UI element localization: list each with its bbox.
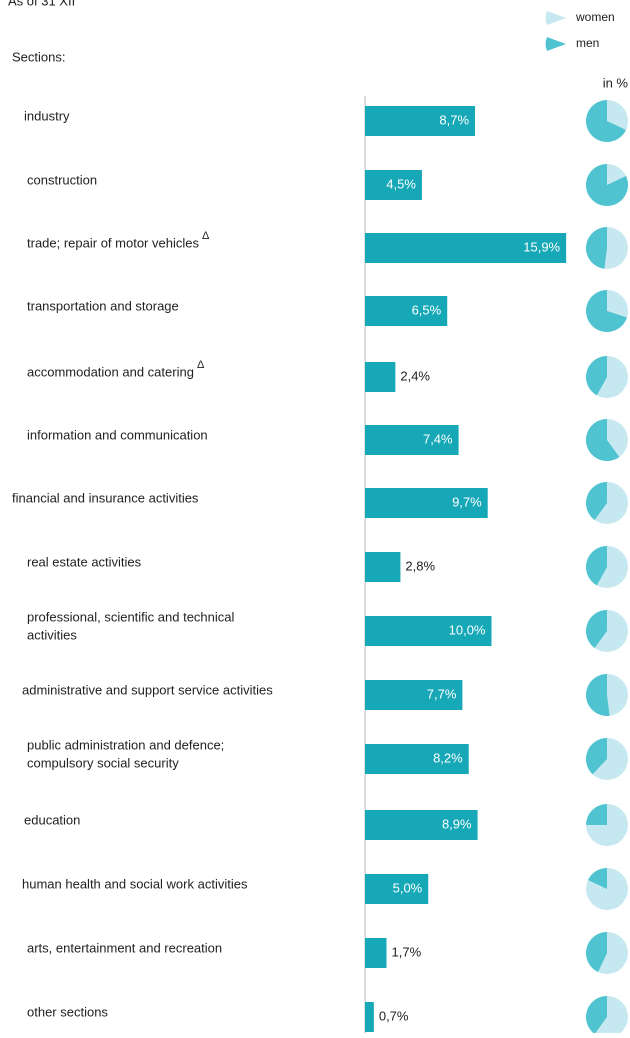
value-label: 7,7% [427, 686, 457, 701]
pie-slice [586, 932, 607, 973]
bar [365, 938, 387, 968]
value-label: 6,5% [412, 302, 442, 317]
pie-slice [586, 674, 610, 716]
category-label: accommodation and catering [27, 364, 194, 379]
bar [365, 810, 478, 840]
category-label: professional, scientific and technical [27, 609, 235, 624]
legend-icon [545, 37, 566, 51]
bar [365, 616, 492, 646]
pie-slice [586, 996, 607, 1034]
value-label: 7,4% [423, 431, 453, 446]
category-label: compulsory social security [27, 755, 179, 770]
category-label: real estate activities [27, 554, 142, 569]
bar [365, 362, 396, 392]
value-label: 9,7% [452, 494, 482, 509]
category-mark: Δ [202, 230, 210, 242]
pie-slice [587, 868, 607, 889]
categories-title: Sections: [12, 49, 65, 64]
pie-slice [585, 546, 607, 586]
category-label: construction [27, 172, 97, 187]
value-label: 15,9% [523, 239, 560, 254]
bar [365, 233, 567, 263]
value-label: 1,7% [392, 944, 422, 959]
category-label: transportation and storage [27, 298, 179, 313]
category-label: activities [27, 627, 77, 642]
bar [365, 488, 488, 518]
category-mark: Δ [197, 359, 205, 371]
value-label: 5,0% [393, 880, 423, 895]
legend-icon [545, 11, 566, 25]
pie-slice [586, 290, 627, 333]
value-label: 8,7% [439, 112, 469, 127]
category-label: public administration and defence; [27, 737, 224, 752]
category-label: administrative and support service activ… [22, 682, 273, 697]
pie-slice [586, 419, 620, 461]
pie-slice [585, 227, 607, 269]
value-label: 4,5% [386, 176, 416, 191]
value-label: 2,8% [405, 558, 435, 573]
pie-slice [585, 738, 607, 775]
value-label: 0,7% [379, 1008, 409, 1023]
category-label: human health and social work activities [22, 876, 248, 891]
category-label: industry [24, 108, 70, 123]
category-label: financial and insurance activities [12, 490, 199, 505]
bar [365, 680, 463, 710]
category-label: arts, entertainment and recreation [27, 940, 222, 955]
category-label: information and communication [27, 427, 208, 442]
pie-slice [585, 164, 628, 207]
bar [365, 170, 422, 200]
bar [365, 106, 476, 136]
value-label: 8,2% [433, 750, 463, 765]
legend-label: men [576, 36, 599, 50]
category-label: education [24, 812, 80, 827]
subtitle: As of 31 XII [8, 0, 75, 8]
category-label: trade; repair of motor vehicles [27, 235, 199, 250]
bar [365, 425, 459, 455]
pie-slice [586, 356, 607, 396]
value-label: 8,9% [442, 816, 472, 831]
category-label: other sections [27, 1004, 108, 1019]
bar [365, 552, 401, 582]
legend-label: women [575, 10, 615, 24]
pie-slice [586, 804, 607, 825]
pie-unit: in % [603, 75, 629, 90]
pie-slice [586, 100, 627, 142]
pie-slice [585, 482, 607, 520]
bar [365, 744, 469, 774]
bar [365, 296, 448, 326]
pie-slice [585, 610, 607, 648]
value-label: 2,4% [400, 368, 430, 383]
value-label: 10,0% [449, 622, 486, 637]
bar [365, 1002, 374, 1032]
bar [365, 874, 429, 904]
